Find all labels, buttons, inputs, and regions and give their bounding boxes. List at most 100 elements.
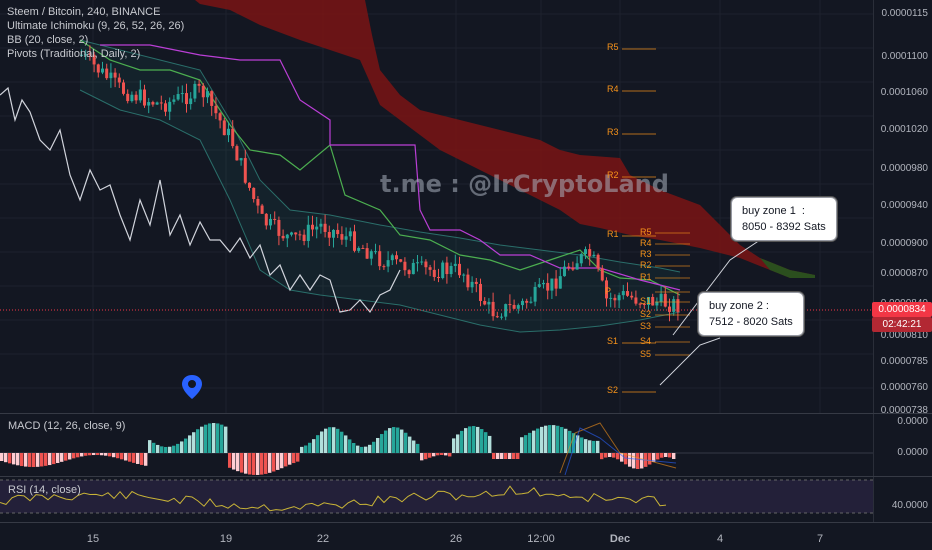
macd-histogram-bar [28,453,32,467]
candle [109,72,113,79]
price-axis-label: 0.0001020 [880,124,928,135]
macd-histogram-bar [548,425,552,453]
macd-histogram-bar [656,453,660,460]
candle [466,274,470,288]
candle [122,82,125,94]
buy-zone-2-callout[interactable]: buy zone 2 : 7512 - 8020 Sats [698,292,804,336]
legend-pivots[interactable]: Pivots (Traditional, Daily, 2) [7,48,141,60]
macd-histogram-bar [276,453,280,470]
rsi-label[interactable]: RSI (14, close) [8,484,81,496]
candle [189,98,193,105]
macd-histogram-bar [484,432,488,453]
macd-histogram-bar [160,446,164,453]
macd-label[interactable]: MACD (12, 26, close, 9) [8,420,126,432]
macd-histogram-bar [476,426,480,453]
chart-legend[interactable]: Steem / Bitcoin, 240, BINANCE Ultimate I… [7,5,184,61]
macd-histogram-bar [16,453,20,466]
macd-histogram-bar [176,443,180,453]
macd-histogram-bar [416,443,420,453]
price-axis-label: 0.0001060 [880,87,928,98]
macd-histogram-bar [204,424,208,453]
pivot-label-right: R3 [640,249,652,259]
pivot-label-right: R5 [640,227,652,237]
macd-axis-top: 0.0000 [897,416,928,427]
time-axis-label: 26 [449,533,463,545]
legend-symbol[interactable]: Steem / Bitcoin, 240, BINANCE [7,6,161,18]
legend-bb[interactable]: BB (20, close, 2) [7,34,89,46]
macd-histogram-bar [288,453,292,465]
candle [424,261,428,268]
candle [525,300,529,303]
macd-histogram-bar [420,453,424,461]
candle [378,251,382,267]
candle [336,229,340,235]
macd-histogram-bar [568,430,572,453]
candle [374,251,377,253]
price-axis-label: 0.0000940 [880,200,928,211]
macd-histogram-bar [20,453,24,467]
pivot-label-left: R1 [607,229,619,239]
pivot-label-left: S2 [607,385,619,395]
macd-histogram-bar [348,439,352,453]
map-pin-icon[interactable] [179,373,205,401]
ichimoku-cloud-green [760,258,815,278]
macd-histogram-bar [412,440,416,453]
pivot-label-left: R5 [607,42,619,52]
macd-histogram-bar [564,428,568,453]
macd-histogram-bar [128,453,132,462]
macd-histogram-bar [456,434,460,453]
rsi-pane[interactable] [0,477,873,522]
macd-histogram-bar [268,453,272,473]
macd-histogram-bar [208,423,212,453]
candle [369,251,373,259]
pivot-label-left: S1 [607,336,619,346]
macd-histogram-bar [592,440,596,453]
macd-histogram-bar [544,425,548,453]
candle [285,234,289,239]
macd-histogram-bar [316,435,320,453]
pane-divider-macd[interactable] [0,413,932,414]
macd-histogram-bar [96,453,100,456]
legend-ichimoku[interactable]: Ultimate Ichimoku (9, 26, 52, 26, 26) [7,20,185,32]
bollinger-fill [80,40,680,332]
macd-histogram-bar [540,426,544,453]
pivot-label-right: S5 [640,349,652,359]
macd-histogram-bar [304,445,308,453]
price-chart[interactable] [0,0,873,413]
time-axis-label: 15 [86,533,100,545]
candle [390,255,394,261]
candle [105,68,109,79]
macd-histogram-bar [64,453,68,461]
macd-histogram-bar [84,453,88,456]
candle [382,266,386,268]
candle [533,286,537,302]
candle [227,128,230,136]
macd-histogram-bar [620,453,624,462]
price-axis-label: 0.0000900 [880,238,928,249]
pane-divider-rsi[interactable] [0,476,932,477]
macd-histogram-bar [140,453,144,465]
macd-histogram-bar [88,453,92,456]
candle [340,234,344,240]
candle [323,223,327,232]
macd-histogram-bar [332,427,336,453]
macd-histogram-bar [232,453,236,470]
macd-histogram-bar [448,453,452,457]
macd-histogram-bar [608,453,612,458]
macd-histogram-bar [396,427,400,453]
macd-axis-zero: 0.0000 [897,447,928,458]
candle [462,274,466,276]
pivot-label-right: P [605,286,612,296]
macd-line [564,427,677,476]
buy-zone-1-callout[interactable]: buy zone 1 : 8050 - 8392 Sats [731,197,837,241]
macd-histogram-bar [440,453,444,456]
macd-histogram-bar [292,453,296,464]
macd-histogram-bar [68,453,72,460]
macd-histogram-bar [112,453,116,458]
macd-pane[interactable] [0,413,873,477]
macd-histogram-bar [640,453,644,469]
pivot-label-right: R1 [640,272,652,282]
macd-histogram-bar [556,425,560,453]
macd-histogram-bar [668,453,672,458]
macd-histogram-bar [596,440,600,453]
